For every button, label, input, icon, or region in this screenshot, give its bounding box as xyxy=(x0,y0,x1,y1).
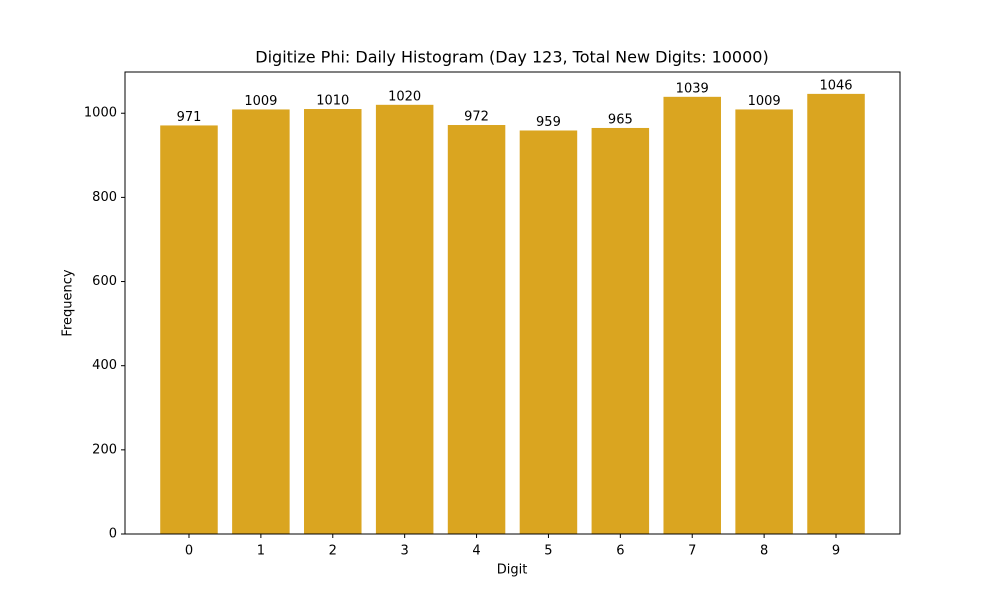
x-tick-label: 7 xyxy=(688,544,696,559)
x-tick-label: 6 xyxy=(616,544,624,559)
bar xyxy=(663,96,721,534)
y-tick-label: 1000 xyxy=(84,106,117,121)
y-tick-label: 200 xyxy=(92,442,117,457)
bar xyxy=(375,104,434,534)
y-tick-label: 600 xyxy=(92,274,117,289)
data-label: 1039 xyxy=(676,81,709,96)
data-label: 971 xyxy=(177,110,202,125)
x-tick-label: 4 xyxy=(472,544,480,559)
data-label: 1046 xyxy=(819,78,852,93)
data-label: 965 xyxy=(608,112,633,127)
data-label: 1020 xyxy=(388,89,421,104)
plot-frame xyxy=(124,71,901,535)
bar xyxy=(807,93,865,534)
x-axis-label: Digit xyxy=(497,563,528,578)
bar xyxy=(735,109,793,534)
y-tick-label: 400 xyxy=(92,358,117,373)
bar xyxy=(160,125,218,534)
bar xyxy=(232,109,290,534)
data-label: 972 xyxy=(464,110,489,125)
x-tick-label: 0 xyxy=(185,544,193,559)
bar xyxy=(591,127,650,535)
y-axis-label: Frequency xyxy=(61,269,76,336)
data-label: 1010 xyxy=(316,94,349,109)
x-tick-label: 3 xyxy=(401,544,409,559)
y-tick-label: 800 xyxy=(92,190,117,205)
chart-title: Digitize Phi: Daily Histogram (Day 123, … xyxy=(255,48,768,67)
x-tick-label: 5 xyxy=(544,544,552,559)
y-tick-label: 0 xyxy=(109,527,117,542)
x-tick-label: 2 xyxy=(329,544,337,559)
x-tick-label: 9 xyxy=(832,544,840,559)
data-label: 1009 xyxy=(748,94,781,109)
x-tick-label: 8 xyxy=(760,544,768,559)
bar xyxy=(519,130,578,535)
bar xyxy=(304,109,362,535)
bar xyxy=(447,125,506,535)
data-label: 959 xyxy=(536,115,561,130)
x-tick-label: 1 xyxy=(257,544,265,559)
data-label: 1009 xyxy=(244,94,277,109)
